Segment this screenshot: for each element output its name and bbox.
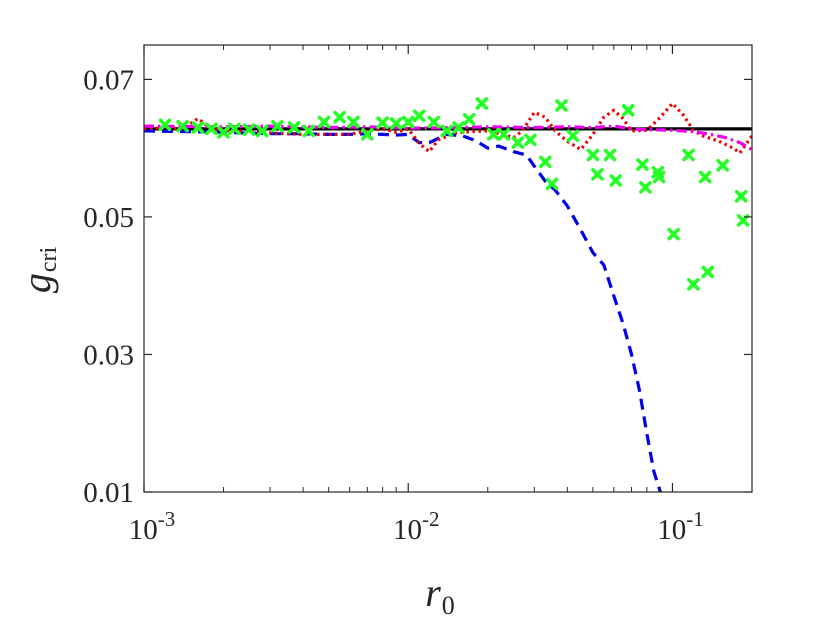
data-point [621,104,635,117]
y-axis-label-main: g [14,273,59,293]
series-markers-green [158,97,750,291]
series-layer [144,97,752,492]
data-point [487,128,500,141]
y-tick-label: 0.07 [83,64,134,96]
data-point [636,158,649,171]
data-point [734,189,748,203]
data-point [698,170,712,184]
data-point [271,119,284,133]
data-point [255,124,269,138]
data-point [667,227,680,241]
data-point [586,148,600,162]
data-point [427,115,441,129]
y-axis-label: gcri [14,247,62,294]
data-point [191,121,205,134]
y-tick-label: 0.05 [83,202,134,234]
data-point [682,148,695,162]
ticks-layer: 0.01 0.03 0.05 0.07 10-3 10-2 10-1 [83,45,753,546]
data-point [609,174,623,187]
x-tick-label: 10-2 [393,507,440,546]
data-point [652,170,666,184]
data-point [361,128,374,141]
data-point [475,97,489,110]
data-point [176,119,189,133]
data-point [158,118,172,132]
data-point [538,155,552,169]
x-axis-label: r0 [425,570,455,620]
data-point [566,129,580,143]
x-axis-label-main: r [425,570,441,615]
data-point [228,122,241,136]
data-point [440,124,454,138]
data-point [412,109,426,123]
data-point [302,124,315,138]
series-line-dotted-red [144,101,752,155]
data-point [217,126,230,139]
data-point [452,121,465,134]
data-point [497,128,511,141]
y-axis-label-sub: cri [36,247,62,273]
x-axis-label-sub: 0 [442,591,455,620]
y-tick-label: 0.01 [83,477,134,509]
data-point [462,112,476,126]
data-point [603,148,617,162]
data-point [555,99,568,112]
data-point [591,167,604,181]
data-point [347,115,360,129]
x-tick-label: 10-1 [657,507,704,546]
data-point [376,116,389,130]
data-point [701,265,715,279]
y-tick-label: 0.03 [83,339,134,371]
data-point [205,122,218,136]
data-point [401,115,415,129]
data-point [524,133,537,147]
data-point [687,278,700,291]
plot-area [144,45,752,492]
data-point [545,177,559,191]
data-point [317,115,331,129]
data-point [287,121,301,134]
series-line-dashdot-magenta [144,124,752,151]
data-point [242,123,256,136]
data-point [716,159,730,172]
x-tick-label: 10-3 [129,507,176,546]
data-point [639,181,652,194]
data-point [333,110,346,124]
data-point [389,117,403,130]
data-point [511,136,525,149]
plot-frame [143,44,753,493]
